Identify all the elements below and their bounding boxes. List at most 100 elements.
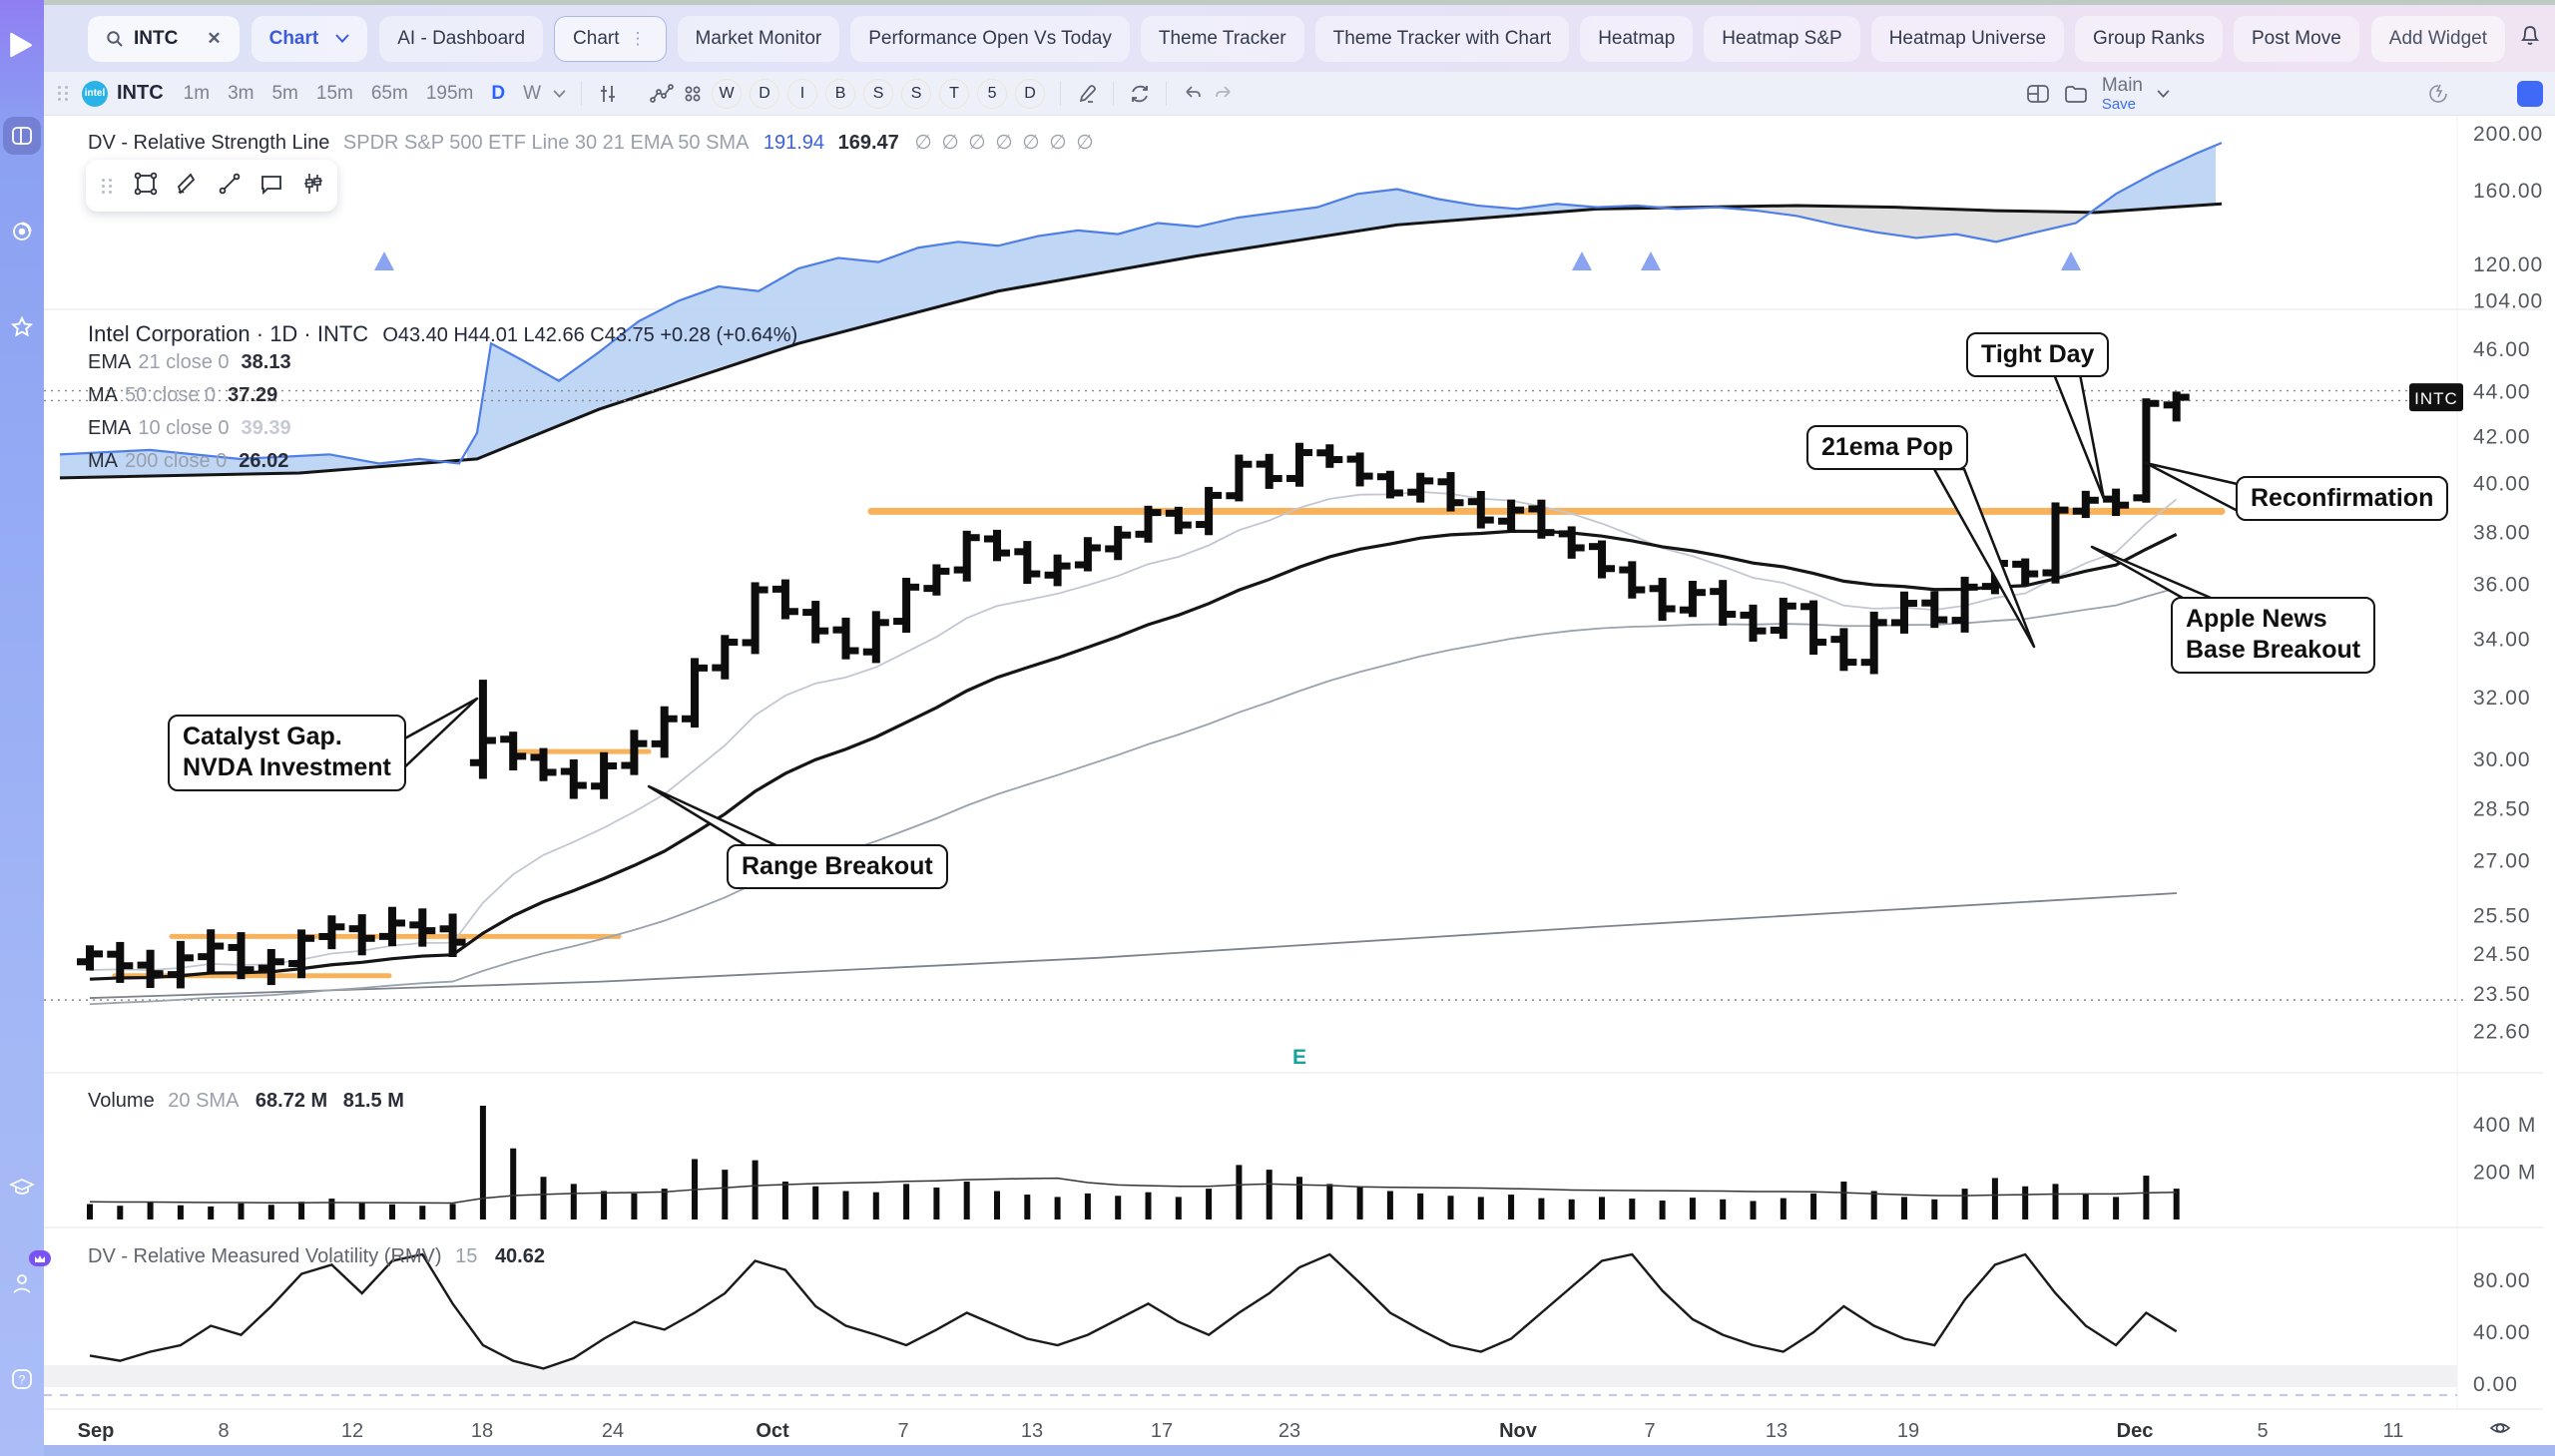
quick-button-s-5[interactable]: S [901,78,932,109]
volume-legend[interactable]: Volume 20 SMA 68.72 M 81.5 M [88,1090,404,1113]
palette-drag-handle[interactable] [102,178,113,194]
candle-open-tick [1921,599,1935,607]
sidebar-item-account[interactable] [3,1250,51,1302]
annotation-catalyst[interactable]: Catalyst Gap. NVDA Investment [168,715,406,791]
tab-chart[interactable]: Chart ⋮ [554,15,667,62]
pattern-tool-icon[interactable] [300,171,326,202]
annotation-reconfirmation[interactable]: Reconfirmation [2236,476,2449,522]
candle-close-tick [1813,638,1827,646]
rs-pane-legend[interactable]: DV - Relative Strength Line SPDR S&P 500… [88,130,1096,155]
redo-icon[interactable] [1213,84,1235,104]
layout-grid-icon[interactable] [683,84,703,104]
sidebar-item-scanner[interactable] [3,213,41,250]
notifications-bell-icon[interactable] [2519,24,2541,53]
tab-post-move[interactable]: Post Move [2234,15,2359,62]
quick-button-i-2[interactable]: I [787,78,818,109]
quick-button-d-8[interactable]: D [1015,78,1046,109]
quick-button-5-7[interactable]: 5 [977,78,1008,109]
comment-tool-icon[interactable] [258,171,284,202]
candle-bar [569,758,578,799]
active-widget-indicator[interactable] [2517,80,2543,107]
save-button[interactable]: Save [2101,95,2137,113]
layout-name-save[interactable]: Main Save [2102,76,2143,112]
symbol-search-input[interactable]: INTC ✕ [88,15,240,62]
tab-group-ranks[interactable]: Group Ranks [2075,15,2223,62]
view-type-dropdown[interactable]: Chart [251,15,368,62]
annotation-ema_pop[interactable]: 21ema Pop [1806,425,1969,471]
toolbar-symbol[interactable]: INTC [117,82,164,104]
candle-open-tick [1710,588,1724,596]
timeframe-15m[interactable]: 15m [315,82,353,104]
layout-chevron-icon[interactable] [2157,89,2170,98]
tab-heatmap[interactable]: Heatmap [1580,15,1694,62]
candle-open-tick [1649,585,1663,593]
sidebar-item-education[interactable] [3,1169,41,1207]
tab-theme-tracker-with-chart[interactable]: Theme Tracker with Chart [1314,15,1570,62]
publish-timer-icon[interactable] [2427,83,2449,105]
pen-tool-icon[interactable] [175,171,201,202]
clear-search-icon[interactable]: ✕ [207,28,222,48]
timeframe-d[interactable]: D [491,82,506,104]
refresh-icon[interactable] [1129,83,1151,105]
help-icon: ? [12,1369,32,1389]
tab-menu-icon[interactable]: ⋮ [629,28,648,48]
main-legend[interactable]: Intel Corporation · 1D · INTC O43.40 H44… [88,321,797,347]
quick-button-t-6[interactable]: T [939,78,970,109]
rmv-legend[interactable]: DV - Relative Measured Volatility (RMV) … [88,1245,545,1268]
tab-market-monitor[interactable]: Market Monitor [677,15,840,62]
quick-button-s-4[interactable]: S [863,78,894,109]
annotation-range_breakout[interactable]: Range Breakout [727,844,948,890]
volume-bar [1659,1201,1666,1219]
quick-button-b-3[interactable]: B [825,78,856,109]
indicators-icon[interactable] [650,83,674,105]
indicator-row-ma-200[interactable]: MA 200 close 0 26.02 [88,450,288,473]
add-widget-button[interactable]: Add Widget [2370,15,2505,62]
sidebar-item-help[interactable]: ? [3,1360,41,1398]
undo-icon[interactable] [1182,84,1204,104]
trendline-tool-icon[interactable] [217,171,243,202]
indicator-row-ema-21[interactable]: EMA 21 close 0 38.13 [88,351,291,374]
app-logo-icon[interactable] [9,30,35,65]
svg-text:?: ? [19,1373,26,1387]
candle-open-tick [893,618,907,626]
indicator-row-ma-50[interactable]: MA 50 close 0 37.29 [88,384,277,407]
sidebar-item-dashboards[interactable] [3,117,41,155]
user-icon [13,1274,31,1293]
chart-settings-icon[interactable] [597,83,619,105]
price-axis-label: 23.50 [2473,983,2531,1006]
timeframe-1m[interactable]: 1m [183,82,211,104]
sidebar-item-favorites[interactable] [3,308,41,346]
candle-open-tick [1528,505,1542,513]
volume-bar [812,1186,819,1219]
panel-layout-icon[interactable] [2026,83,2050,105]
candle-open-tick [257,964,271,972]
edit-pencil-icon[interactable] [1076,83,1098,105]
tab-heatmap-s-p[interactable]: Heatmap S&P [1704,15,1860,62]
tab-heatmap-universe[interactable]: Heatmap Universe [1870,15,2065,62]
candle-bar [962,530,971,582]
candle-bar [1537,499,1546,539]
timeframe-5m[interactable]: 5m [271,82,298,104]
annotation-tight_day[interactable]: Tight Day [1966,332,2110,378]
time-axis-label: Oct [756,1420,789,1442]
drag-handle-icon[interactable] [58,86,69,101]
select-tool-icon[interactable] [133,171,159,202]
tab-performance-open-vs-today[interactable]: Performance Open Vs Today [850,15,1130,62]
timeframe-more-chevron-icon[interactable] [553,89,566,98]
folder-icon[interactable] [2064,84,2088,104]
timeframe-3m[interactable]: 3m [228,82,255,104]
symbol-logo: intel [82,80,108,107]
candle-open-tick [348,925,362,933]
annotation-apple_news[interactable]: Apple News Base Breakout [2171,597,2376,674]
timeframe-195m[interactable]: 195m [425,82,474,104]
timeframe-w[interactable]: W [523,82,542,104]
quick-button-d-1[interactable]: D [750,78,780,109]
timeframe-65m[interactable]: 65m [370,82,408,104]
indicator-row-ema-10[interactable]: EMA 10 close 0 39.39 [88,417,291,440]
tab-ai-dashboard[interactable]: AI - Dashboard [379,15,544,62]
tab-theme-tracker[interactable]: Theme Tracker [1140,15,1304,62]
quick-button-w-0[interactable]: W [712,78,743,109]
candle-close-tick [120,962,134,970]
candle-open-tick [1860,659,1874,667]
